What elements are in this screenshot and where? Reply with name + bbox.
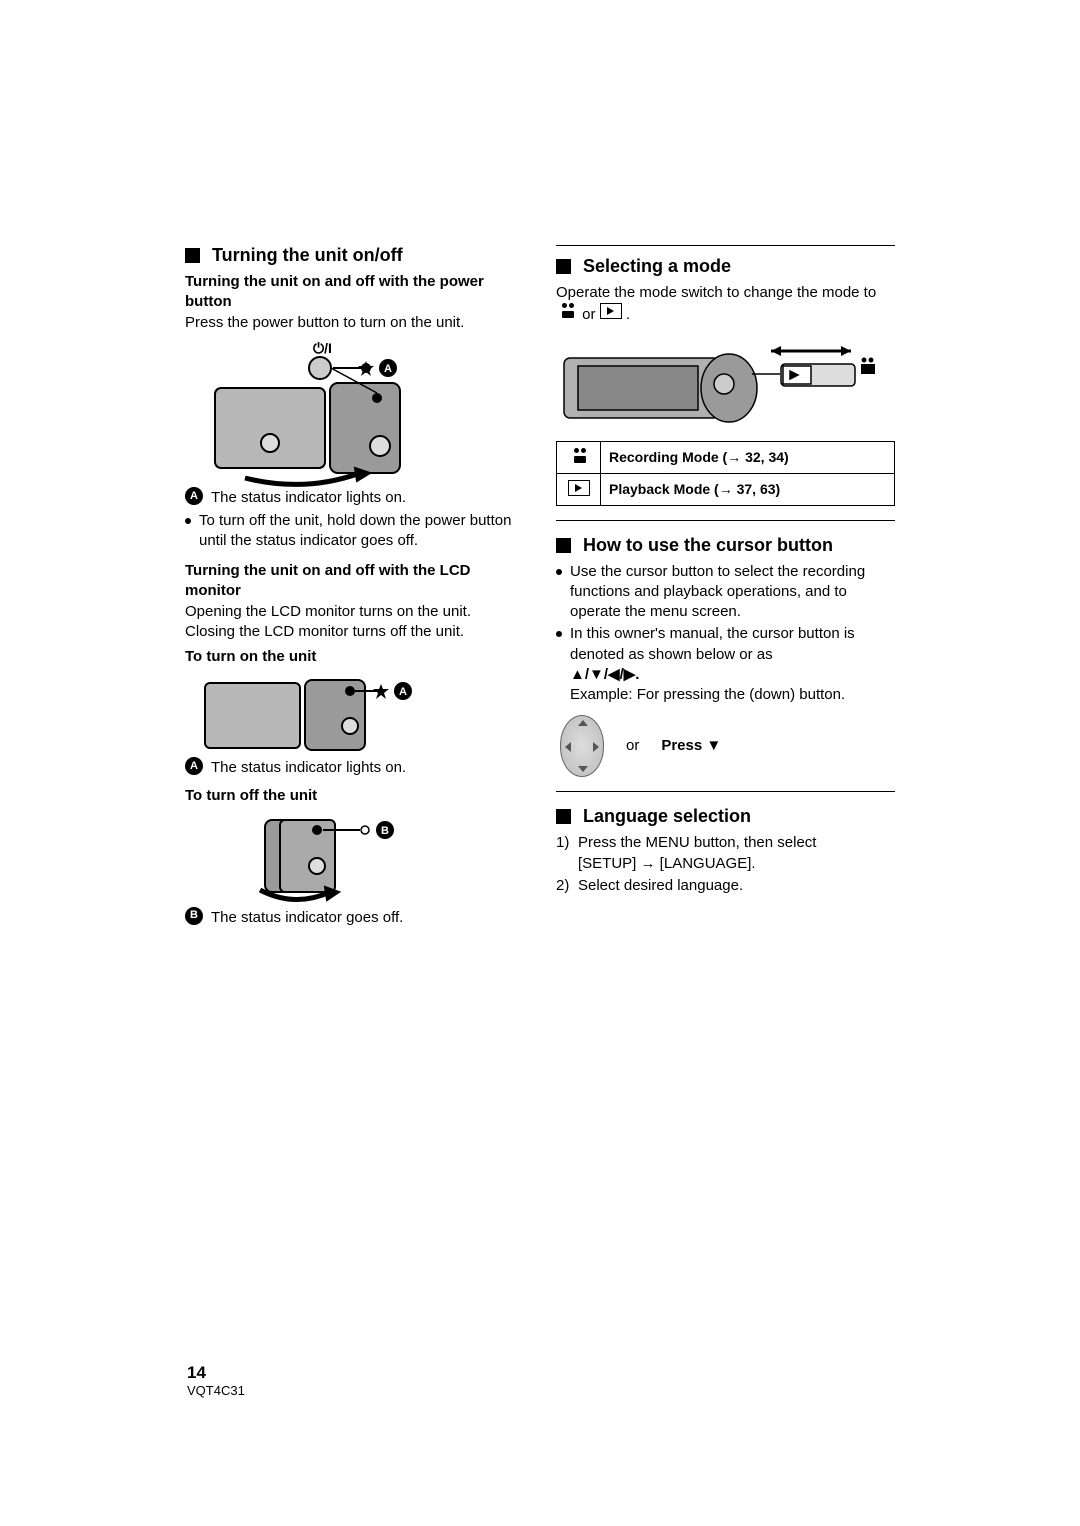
caption-text: The status indicator lights on. — [211, 488, 406, 508]
page-number: 14 — [187, 1363, 245, 1383]
text-fragment: Press the MENU button, then select — [578, 834, 816, 851]
bullet-text: Use the cursor button to select the reco… — [570, 562, 895, 623]
text-fragment: In this owner's manual, the cursor butto… — [570, 625, 855, 662]
mode-switch-diagram — [556, 336, 895, 431]
bullet-text: To turn off the unit, hold down the powe… — [199, 511, 524, 552]
section-heading: How to use the cursor button — [556, 535, 895, 556]
mode-label-cell: Playback Mode (→ 37, 63) — [601, 473, 895, 505]
right-column: Selecting a mode Operate the mode switch… — [556, 245, 895, 930]
bullet-icon — [556, 631, 562, 637]
section-title: How to use the cursor button — [583, 535, 833, 556]
divider — [556, 245, 895, 246]
label-a-icon: A — [185, 487, 203, 505]
step-text: Press the MENU button, then select [SETU… — [578, 833, 816, 874]
caption-text: The status indicator goes off. — [211, 908, 403, 928]
section-heading: Language selection — [556, 806, 895, 827]
camera-power-diagram: ⏻/I A — [185, 333, 445, 488]
section-title: Turning the unit on/off — [212, 245, 403, 266]
step-text: Select desired language. — [578, 876, 743, 896]
cursor-button-diagram: or Press ▼ — [560, 715, 895, 777]
camera-lcd-on-diagram: A — [185, 668, 415, 758]
bullet-text: In this owner's manual, the cursor butto… — [570, 624, 895, 705]
camera-lcd-off-diagram: B — [235, 808, 455, 908]
bullet-icon — [556, 569, 562, 575]
doc-code: VQT4C31 — [187, 1383, 245, 1398]
mode-table: Recording Mode (→ 32, 34) Playback Mode … — [556, 441, 895, 506]
square-bullet-icon — [556, 809, 571, 824]
step-number: 2) — [556, 876, 578, 896]
playback-mode-icon — [568, 480, 590, 496]
numbered-step: 2) Select desired language. — [556, 876, 895, 896]
mode-label-cell: Recording Mode (→ 32, 34) — [601, 441, 895, 473]
svg-text:A: A — [384, 363, 392, 375]
cursor-pad-icon — [560, 715, 604, 777]
or-text: or — [626, 736, 639, 756]
label-b-caption: B The status indicator goes off. — [185, 908, 524, 928]
body-text: Closing the LCD monitor turns off the un… — [185, 622, 524, 642]
mode-label: Playback Mode (→ 37, 63) — [609, 481, 780, 497]
subheading: Turning the unit on and off with the pow… — [185, 272, 524, 311]
numbered-step: 1) Press the MENU button, then select [S… — [556, 833, 895, 874]
svg-text:A: A — [399, 686, 407, 698]
square-bullet-icon — [185, 248, 200, 263]
record-mode-icon — [568, 448, 590, 464]
subheading: To turn on the unit — [185, 647, 524, 667]
table-row: Recording Mode (→ 32, 34) — [557, 441, 895, 473]
square-bullet-icon — [556, 538, 571, 553]
label-b-icon: B — [185, 907, 203, 925]
text-fragment: or — [582, 306, 600, 323]
section-title: Selecting a mode — [583, 256, 731, 277]
page-footer: 14 VQT4C31 — [187, 1363, 245, 1398]
mode-icon-cell — [557, 473, 601, 505]
divider — [556, 520, 895, 521]
table-row: Playback Mode (→ 37, 63) — [557, 473, 895, 505]
square-bullet-icon — [556, 259, 571, 274]
svg-text:⏻/I: ⏻/I — [313, 340, 332, 356]
body-text: Opening the LCD monitor turns on the uni… — [185, 602, 524, 622]
text-fragment: [SETUP] → [LANGUAGE]. — [578, 855, 756, 872]
text-fragment: . — [626, 306, 630, 323]
section-heading: Turning the unit on/off — [185, 245, 524, 266]
svg-text:B: B — [381, 825, 389, 837]
text-fragment: Example: For pressing the (down) button. — [570, 686, 845, 703]
bullet-icon — [185, 518, 191, 524]
bullet-item: Use the cursor button to select the reco… — [556, 562, 895, 623]
subheading: Turning the unit on and off with the LCD… — [185, 561, 524, 600]
bullet-item: To turn off the unit, hold down the powe… — [185, 511, 524, 552]
section-title: Language selection — [583, 806, 751, 827]
mode-icon-cell — [557, 441, 601, 473]
left-column: Turning the unit on/off Turning the unit… — [185, 245, 524, 930]
mode-label: Recording Mode (→ 32, 34) — [609, 449, 789, 465]
caption-text: The status indicator lights on. — [211, 758, 406, 778]
arrow-notation: ▲/▼/◀/▶. — [570, 666, 639, 683]
playback-mode-icon — [600, 303, 622, 319]
body-text: Press the power button to turn on the un… — [185, 313, 524, 333]
body-text: Operate the mode switch to change the mo… — [556, 283, 895, 326]
divider — [556, 791, 895, 792]
label-a-caption: A The status indicator lights on. — [185, 758, 524, 778]
section-heading: Selecting a mode — [556, 256, 895, 277]
text-fragment: Operate the mode switch to change the mo… — [556, 284, 876, 301]
label-a-icon: A — [185, 757, 203, 775]
press-down-text: Press ▼ — [661, 736, 721, 756]
label-a-caption: A The status indicator lights on. — [185, 488, 524, 508]
subheading: To turn off the unit — [185, 786, 524, 806]
bullet-item: In this owner's manual, the cursor butto… — [556, 624, 895, 705]
step-number: 1) — [556, 833, 578, 874]
record-mode-icon — [556, 303, 578, 319]
